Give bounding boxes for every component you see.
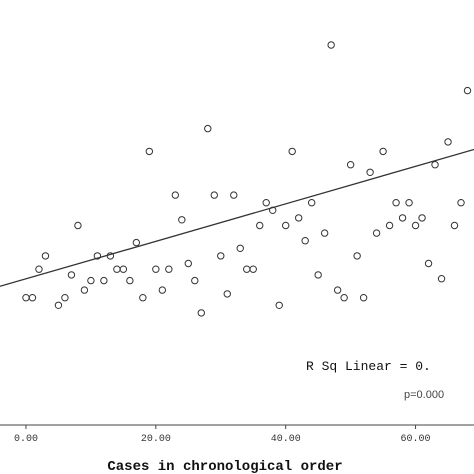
data-point: [210, 191, 218, 199]
data-point: [424, 259, 433, 268]
x-axis-ticks: 0.00 20.00 40.00 60.00: [14, 425, 431, 445]
data-point: [100, 276, 108, 285]
data-point: [372, 229, 381, 237]
data-point: [444, 138, 452, 146]
data-point: [288, 147, 296, 156]
data-point: [54, 301, 63, 309]
data-point: [301, 237, 309, 245]
data-point: [87, 276, 95, 285]
r-squared-annotation: R Sq Linear = 0.: [306, 359, 431, 374]
data-point: [392, 199, 400, 207]
data-point: [405, 199, 413, 207]
data-point: [67, 271, 76, 279]
data-point: [385, 221, 394, 230]
x-tick-label: 20.00: [141, 434, 171, 445]
data-point: [457, 199, 465, 207]
data-points: [22, 41, 472, 317]
data-point: [262, 199, 270, 207]
data-point: [126, 276, 134, 285]
data-point: [191, 276, 199, 285]
data-point: [269, 206, 277, 215]
data-point: [353, 252, 361, 260]
data-point: [379, 147, 387, 156]
data-point: [275, 301, 283, 309]
data-point: [204, 124, 212, 133]
data-point: [256, 221, 264, 230]
data-point: [61, 294, 69, 302]
data-point: [165, 265, 173, 273]
data-point: [80, 286, 89, 294]
x-tick-label: 40.00: [271, 434, 301, 445]
data-point: [450, 221, 459, 230]
data-point: [346, 161, 355, 169]
data-point: [93, 252, 102, 260]
data-point: [307, 199, 316, 207]
data-point: [119, 265, 128, 273]
data-point: [139, 294, 147, 302]
data-point: [236, 244, 244, 253]
data-point: [145, 147, 154, 156]
data-point: [249, 265, 257, 273]
data-point: [281, 221, 290, 230]
data-point: [197, 309, 205, 317]
data-point: [294, 214, 303, 222]
data-point: [437, 275, 446, 283]
p-value-annotation: p=0.000: [404, 389, 444, 401]
plot-background: [0, 0, 474, 425]
data-point: [431, 161, 439, 169]
data-point: [333, 286, 342, 294]
data-point: [152, 265, 160, 273]
data-point: [340, 294, 348, 302]
data-point: [74, 221, 82, 230]
data-point: [418, 214, 426, 222]
linear-fit-line: [0, 148, 474, 287]
data-point: [359, 294, 368, 302]
data-point: [106, 252, 115, 260]
data-point: [398, 214, 407, 222]
x-tick-label: 60.00: [401, 434, 431, 445]
data-point: [178, 216, 186, 224]
data-point: [411, 221, 420, 230]
data-point: [223, 290, 231, 298]
x-axis-label: Cases in chronological order: [107, 459, 342, 474]
data-point: [314, 271, 322, 279]
plot-area: 0.00 20.00 40.00 60.00: [0, 0, 474, 445]
data-point: [320, 229, 329, 237]
data-point: [230, 191, 238, 199]
data-point: [171, 191, 180, 199]
data-point: [366, 168, 374, 177]
data-point: [35, 265, 43, 273]
data-point: [327, 41, 335, 49]
data-point: [41, 252, 50, 260]
x-tick-label: 0.00: [14, 434, 38, 445]
data-point: [217, 252, 225, 260]
data-point: [132, 238, 141, 247]
data-point: [158, 286, 167, 294]
data-point: [463, 86, 472, 95]
data-point: [28, 294, 37, 302]
data-point: [184, 259, 193, 268]
